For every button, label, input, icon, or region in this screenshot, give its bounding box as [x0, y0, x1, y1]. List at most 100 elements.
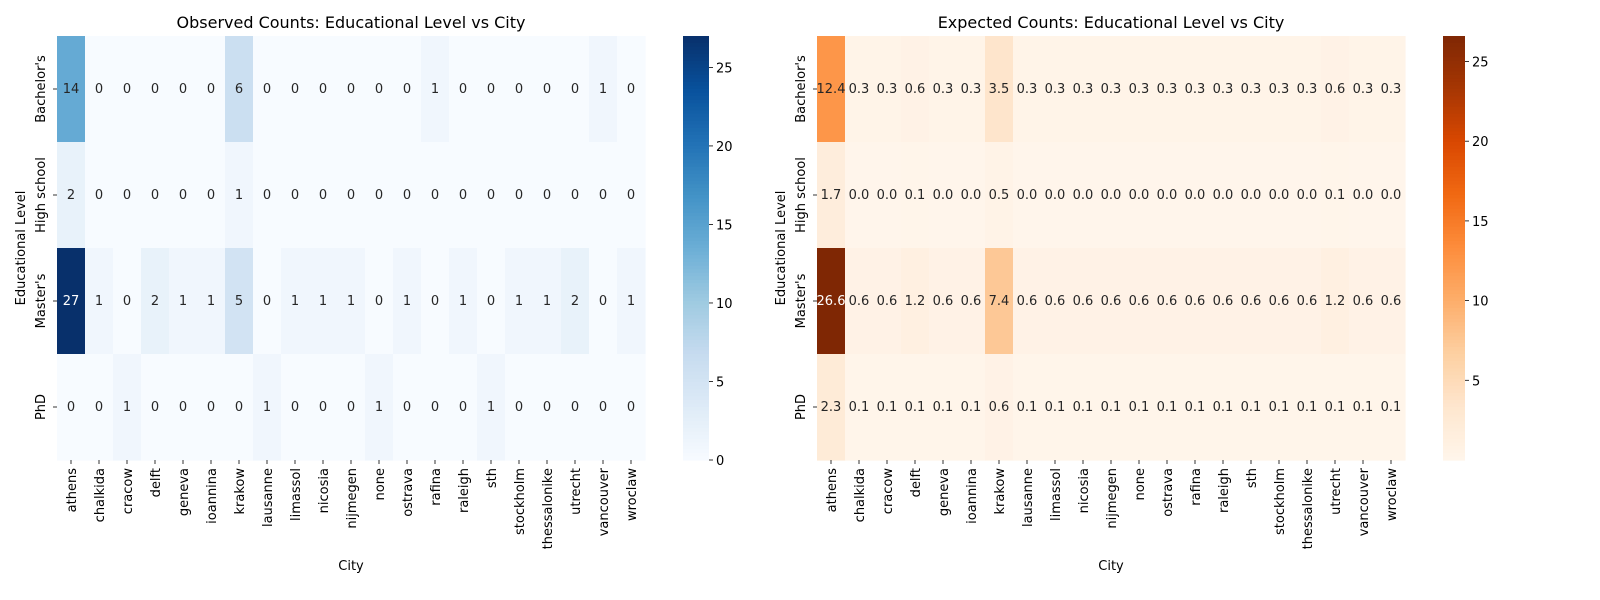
heatmap-cell — [85, 36, 114, 143]
heatmap-cell — [1181, 36, 1210, 143]
colorbar-segment — [1443, 286, 1465, 291]
colorbar-segment — [683, 110, 709, 115]
cell-value-label: 0 — [487, 294, 495, 309]
cell-value-label: 0.3 — [1297, 82, 1318, 97]
colorbar-segment — [1443, 184, 1465, 189]
heatmap-cell — [533, 354, 562, 461]
x-tick-label: athens — [65, 468, 80, 513]
colorbar-segment — [1443, 92, 1465, 97]
heatmap-cell — [225, 354, 254, 461]
heatmap-cell — [845, 142, 874, 249]
colorbar-segment — [683, 180, 709, 185]
heatmap-cell — [225, 142, 254, 249]
cell-value-label: 0.6 — [1045, 294, 1066, 309]
cell-value-label: 1 — [179, 294, 187, 309]
colorbar-segment — [683, 92, 709, 97]
colorbar-segment — [1443, 149, 1465, 154]
heatmap-cell — [533, 36, 562, 143]
cell-value-label: 0 — [599, 294, 607, 309]
heatmap-cell — [393, 354, 422, 461]
colorbar-segment — [683, 127, 709, 132]
heatmap-cell — [141, 248, 170, 355]
cell-value-label: 0 — [459, 188, 467, 203]
heatmap-2: Expected Counts: Educational Level vs Ci… — [774, 13, 1489, 574]
cell-value-label: 0.1 — [1101, 400, 1122, 415]
colorbar-segment — [1443, 248, 1465, 253]
heatmap-cell — [957, 142, 986, 249]
colorbar-segment — [1443, 212, 1465, 217]
cell-value-label: 2 — [571, 294, 579, 309]
colorbar-segment — [1443, 156, 1465, 161]
colorbar-segment — [1443, 435, 1465, 440]
colorbar-segment — [1443, 187, 1465, 193]
x-axis-label: City — [1098, 559, 1124, 574]
y-axis-label: Educational Level — [774, 191, 789, 306]
cell-value-label: 0 — [347, 82, 355, 97]
x-tick-label: limassol — [1049, 468, 1064, 521]
heatmap-cell — [85, 248, 114, 355]
heatmap-cell — [169, 36, 198, 143]
colorbar-segment — [1443, 258, 1465, 263]
x-tick-label: geneva — [177, 468, 192, 516]
heatmap-cell — [1293, 248, 1322, 355]
heatmap-cell — [281, 36, 310, 143]
colorbar-segment — [1443, 173, 1465, 178]
cell-value-label: 0.3 — [1213, 82, 1234, 97]
colorbar-segment — [1443, 244, 1465, 249]
colorbar-segment — [1443, 152, 1465, 157]
colorbar-segment — [1443, 392, 1465, 397]
heatmap-cell — [337, 248, 366, 355]
colorbar-segment — [1443, 371, 1465, 376]
heatmap-cell — [1377, 354, 1406, 461]
cell-value-label: 0.3 — [1045, 82, 1066, 97]
colorbar-segment — [683, 81, 709, 87]
colorbar-tick-label: 5 — [1472, 374, 1480, 389]
cell-value-label: 0.0 — [1101, 188, 1122, 203]
y-tick-label: Bachelor's — [34, 55, 49, 123]
colorbar-segment — [1443, 67, 1465, 72]
heatmap-cell — [197, 142, 226, 249]
colorbar-segment — [1443, 318, 1465, 323]
colorbar-segment — [1443, 452, 1465, 458]
cell-value-label: 0 — [347, 188, 355, 203]
cell-value-label: 1 — [627, 294, 635, 309]
colorbar-segment — [683, 442, 709, 447]
heatmap-cell — [281, 142, 310, 249]
cell-value-label: 0 — [291, 400, 299, 415]
heatmap-cell — [985, 36, 1014, 143]
colorbar-segment — [683, 120, 709, 125]
colorbar-segment — [1443, 449, 1465, 454]
cell-value-label: 1 — [347, 294, 355, 309]
heatmap-cell — [281, 248, 310, 355]
heatmap-cell — [141, 354, 170, 461]
colorbar-segment — [683, 195, 709, 200]
x-tick-label: delft — [909, 468, 924, 497]
colorbar-segment — [683, 449, 709, 454]
colorbar-segment — [1443, 346, 1465, 352]
x-tick-label: delft — [149, 468, 164, 497]
heatmap-cell — [1265, 36, 1294, 143]
heatmap-cell — [845, 248, 874, 355]
colorbar-segment — [1443, 209, 1465, 214]
heatmap-cell — [1097, 36, 1126, 143]
heatmap-cell — [169, 354, 198, 461]
colorbar-segment — [1443, 322, 1465, 327]
colorbar-segment — [683, 50, 709, 55]
cell-value-label: 0 — [515, 82, 523, 97]
cell-value-label: 0.1 — [1381, 400, 1402, 415]
colorbar-segment — [683, 346, 709, 352]
heatmap-cell — [505, 354, 534, 461]
x-tick-label: utrecht — [569, 468, 584, 515]
colorbar-segment — [683, 89, 709, 94]
colorbar-segment — [1443, 378, 1465, 383]
colorbar-segment — [1443, 438, 1465, 443]
heatmap-cell — [477, 142, 506, 249]
colorbar-segment — [683, 435, 709, 440]
cell-value-label: 0 — [571, 400, 579, 415]
colorbar-segment — [683, 255, 709, 260]
colorbar-segment — [683, 262, 709, 267]
colorbar-segment — [683, 248, 709, 253]
heatmap-cell — [337, 142, 366, 249]
heatmap-cell — [365, 354, 394, 461]
x-tick-label: none — [373, 468, 388, 500]
